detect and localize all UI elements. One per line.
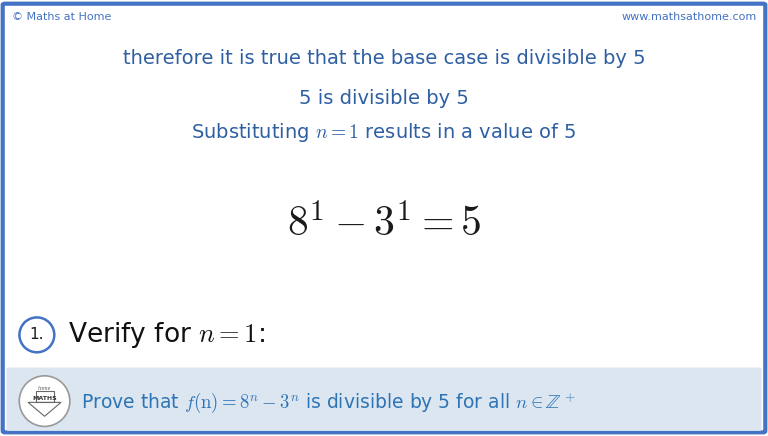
Text: © Maths at Home: © Maths at Home	[12, 12, 111, 21]
FancyBboxPatch shape	[3, 3, 765, 433]
Text: Prove that $f(\mathrm{n}) = 8^n - 3^n$ is divisible by 5 for all $n \in \mathbb{: Prove that $f(\mathrm{n}) = 8^n - 3^n$ i…	[81, 390, 575, 415]
FancyBboxPatch shape	[6, 368, 762, 431]
Text: home: home	[38, 386, 51, 392]
Text: Verify for $n = 1$:: Verify for $n = 1$:	[68, 320, 265, 350]
Text: therefore it is true that the base case is divisible by 5: therefore it is true that the base case …	[123, 49, 645, 68]
Ellipse shape	[19, 376, 70, 426]
Text: $8^1 - 3^1 = 5$: $8^1 - 3^1 = 5$	[286, 204, 482, 245]
Text: www.mathsathome.com: www.mathsathome.com	[621, 12, 756, 21]
Text: 1.: 1.	[30, 327, 44, 342]
Text: Substituting $n = 1$ results in a value of 5: Substituting $n = 1$ results in a value …	[191, 122, 577, 144]
Text: MATHS: MATHS	[32, 396, 57, 401]
Text: 5 is divisible by 5: 5 is divisible by 5	[299, 89, 469, 109]
Ellipse shape	[19, 317, 55, 352]
